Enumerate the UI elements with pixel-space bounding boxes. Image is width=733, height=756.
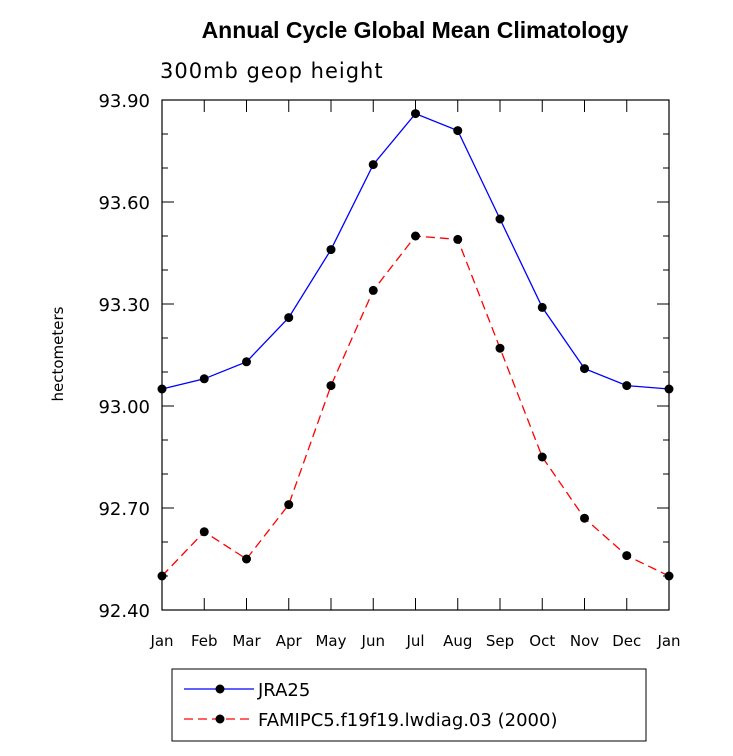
series-2-point [622,551,632,561]
x-tick-label: May [315,632,346,650]
y-tick-label: 92.40 [98,601,150,622]
series-2-point [495,343,505,353]
y-axis-label: hectometers [49,306,67,401]
x-tick-label: Jan [656,632,680,650]
legend: JRA25 FAMIPC5.f19f19.lwdiag.03 (2000) [171,668,647,742]
chart-title: Annual Cycle Global Mean Climatology [202,17,629,43]
series-1-point [495,214,505,224]
series-1-point [537,302,547,312]
series-2-point [326,381,336,391]
series-2-point [411,231,420,241]
y-tick-label: 93.90 [98,91,150,112]
series-1-point [368,160,378,170]
y-tick-label: 93.00 [98,397,150,418]
y-tick-label: 93.60 [98,193,150,214]
series-line-2 [161,235,670,577]
legend-box [171,668,647,742]
series-2-point [453,234,463,244]
x-tick-label: Jul [405,632,424,650]
series-line-1 [161,112,670,390]
series-2-point [284,500,294,510]
x-tick-label: Aug [443,632,472,650]
series-2-point [537,452,547,462]
legend-label-2: FAMIPC5.f19f19.lwdiag.03 (2000) [258,710,557,731]
series-1-point [199,374,209,384]
series-layer [157,109,674,581]
y-tick-label: 93.30 [98,295,150,316]
series-1-point [242,357,251,367]
series-2-point [368,285,378,295]
series-1-point [411,109,420,119]
legend-marker-2 [215,714,225,724]
series-1-point [664,384,674,394]
x-tick-label: Apr [276,632,303,650]
x-tick-label: Dec [612,632,641,650]
x-tick-label: Jan [149,632,173,650]
series-2-point [580,513,589,523]
y-tick-label: 92.70 [98,499,150,520]
series-2-point [199,527,209,537]
x-tick-label: Jun [361,632,385,650]
series-1-point [157,384,167,394]
series-1-point [622,381,632,391]
x-tick-label: Oct [529,632,555,650]
series-2-point [242,554,251,564]
axes: 92.40 92.70 93.00 93.30 93.60 93.90 Jan Feb Mar A… [98,91,680,650]
series-2-point [664,571,674,581]
x-tick-label: Nov [570,632,599,650]
legend-label-1: JRA25 [257,680,310,701]
series-1-point [453,126,463,136]
series-2-point [157,571,167,581]
x-tick-label: Sep [486,632,514,650]
chart-subtitle: 300mb geop height [160,59,384,83]
x-tick-label: Mar [232,632,261,650]
plot-frame [161,99,670,611]
series-1-point [580,364,589,374]
legend-marker-1 [215,684,225,694]
series-1-point [284,313,294,323]
series-1-point [326,245,336,255]
x-tick-label: Feb [191,632,218,650]
